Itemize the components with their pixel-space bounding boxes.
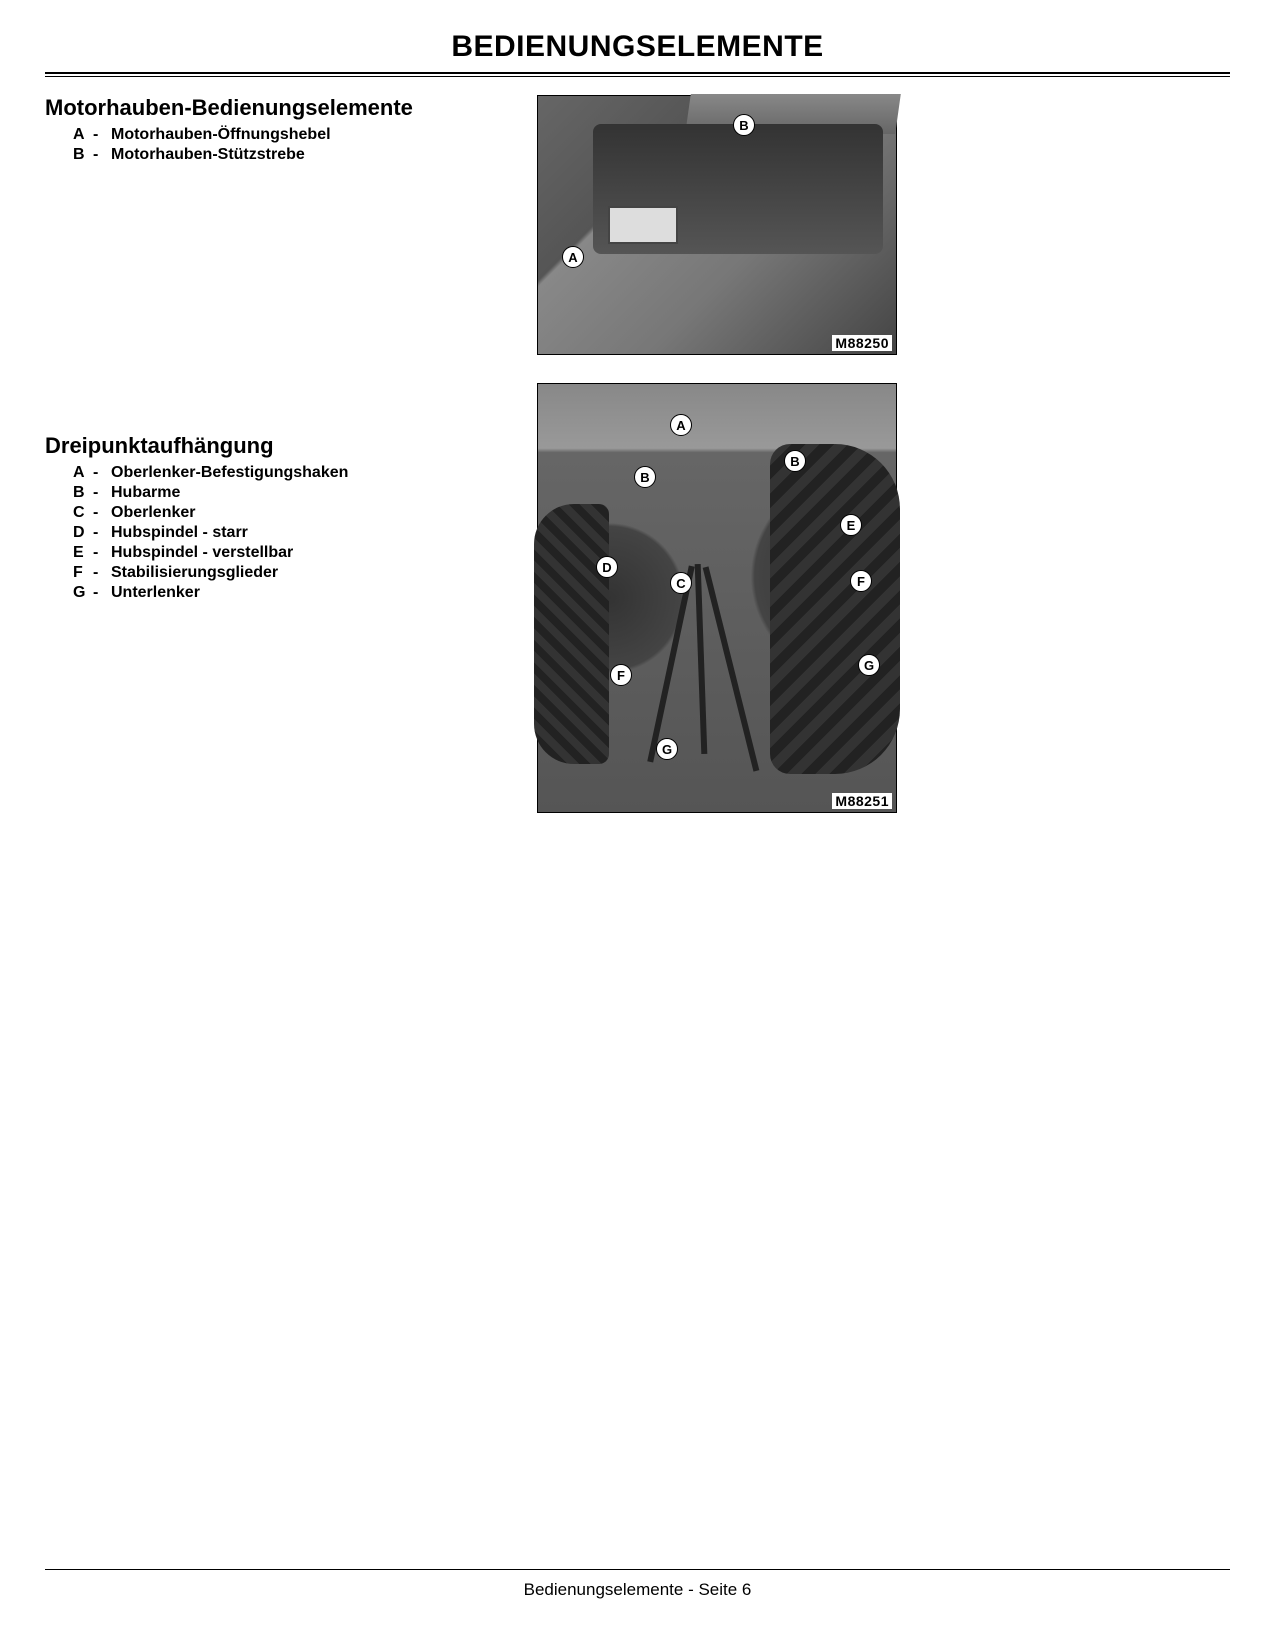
- figure-dreipunkt: A B B C D E F F G G M88251: [537, 383, 897, 813]
- link-bar: [703, 566, 760, 771]
- callout-label: B: [733, 114, 755, 136]
- headlight-shape: [608, 206, 678, 244]
- legend-dash: -: [93, 463, 111, 483]
- tire-left-shape: [534, 504, 609, 764]
- legend-text: Hubspindel - verstellbar: [111, 543, 293, 563]
- left-column: Motorhauben-Bedienungselemente A - Motor…: [45, 95, 515, 1650]
- link-bar: [695, 564, 708, 754]
- legend-item: D - Hubspindel - starr: [73, 523, 515, 543]
- legend-text: Stabilisierungsglieder: [111, 563, 278, 583]
- legend-list: A - Oberlenker-Befestigungshaken B - Hub…: [73, 463, 515, 603]
- legend-item: B - Motorhauben-Stützstrebe: [73, 145, 515, 165]
- legend-item: A - Motorhauben-Öffnungshebel: [73, 125, 515, 145]
- callout-label: E: [840, 514, 862, 536]
- legend-dash: -: [93, 483, 111, 503]
- footer-text: Bedienungselemente - Seite 6: [45, 1569, 1230, 1600]
- section-motorhauben: Motorhauben-Bedienungselemente A - Motor…: [45, 95, 515, 165]
- legend-letter: C: [73, 503, 93, 523]
- legend-text: Motorhauben-Öffnungshebel: [111, 125, 331, 145]
- figure-id: M88251: [832, 793, 892, 809]
- legend-item: G - Unterlenker: [73, 583, 515, 603]
- legend-dash: -: [93, 583, 111, 603]
- legend-item: C - Oberlenker: [73, 503, 515, 523]
- page-title: BEDIENUNGSELEMENTE: [45, 30, 1230, 72]
- legend-item: E - Hubspindel - verstellbar: [73, 543, 515, 563]
- callout-label: B: [784, 450, 806, 472]
- legend-letter: B: [73, 483, 93, 503]
- legend-dash: -: [93, 145, 111, 165]
- legend-letter: E: [73, 543, 93, 563]
- callout-label: A: [562, 246, 584, 268]
- legend-text: Hubarme: [111, 483, 180, 503]
- callout-label: F: [850, 570, 872, 592]
- figure-id: M88250: [832, 335, 892, 351]
- callout-label: C: [670, 572, 692, 594]
- legend-letter: A: [73, 463, 93, 483]
- legend-text: Motorhauben-Stützstrebe: [111, 145, 305, 165]
- legend-text: Oberlenker: [111, 503, 195, 523]
- callout-label: F: [610, 664, 632, 686]
- callout-label: A: [670, 414, 692, 436]
- legend-text: Oberlenker-Befestigungshaken: [111, 463, 348, 483]
- legend-dash: -: [93, 563, 111, 583]
- legend-list: A - Motorhauben-Öffnungshebel B - Motorh…: [73, 125, 515, 165]
- legend-dash: -: [93, 523, 111, 543]
- legend-letter: B: [73, 145, 93, 165]
- section-heading: Dreipunktaufhängung: [45, 433, 515, 459]
- figure-motorhauben: A B M88250: [537, 95, 897, 355]
- right-column: A B M88250 A B B C D E F F G: [535, 95, 1230, 1650]
- page-footer: Bedienungselemente - Seite 6: [45, 1569, 1230, 1600]
- callout-label: G: [656, 738, 678, 760]
- legend-item: F - Stabilisierungsglieder: [73, 563, 515, 583]
- content-columns: Motorhauben-Bedienungselemente A - Motor…: [45, 95, 1230, 1650]
- legend-text: Hubspindel - starr: [111, 523, 248, 543]
- legend-dash: -: [93, 503, 111, 523]
- legend-letter: D: [73, 523, 93, 543]
- callout-label: G: [858, 654, 880, 676]
- link-bar: [647, 566, 694, 763]
- callout-label: D: [596, 556, 618, 578]
- legend-letter: A: [73, 125, 93, 145]
- legend-letter: G: [73, 583, 93, 603]
- legend-item: A - Oberlenker-Befestigungshaken: [73, 463, 515, 483]
- legend-letter: F: [73, 563, 93, 583]
- legend-dash: -: [93, 125, 111, 145]
- legend-text: Unterlenker: [111, 583, 200, 603]
- legend-dash: -: [93, 543, 111, 563]
- section-heading: Motorhauben-Bedienungselemente: [45, 95, 515, 121]
- title-double-rule: [45, 72, 1230, 77]
- section-dreipunkt: Dreipunktaufhängung A - Oberlenker-Befes…: [45, 433, 515, 603]
- legend-item: B - Hubarme: [73, 483, 515, 503]
- callout-label: B: [634, 466, 656, 488]
